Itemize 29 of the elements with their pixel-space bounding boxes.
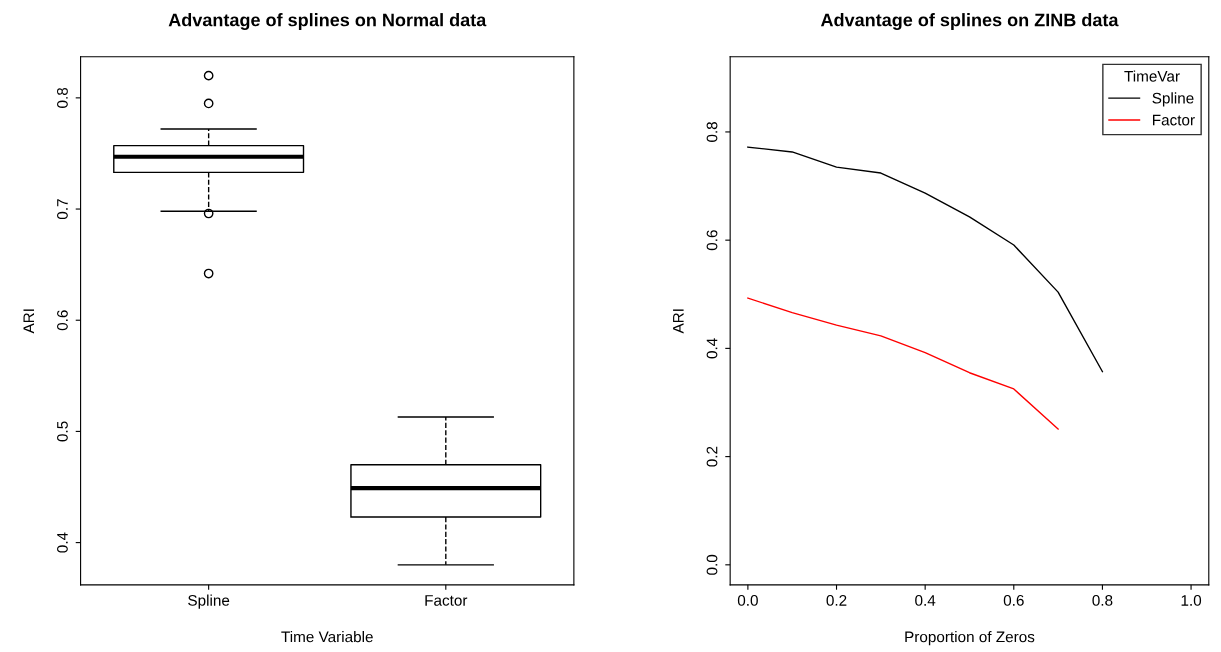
- x-tick-label: 0.4: [915, 594, 936, 606]
- line-series: [747, 146, 1104, 373]
- y-tick-label: 0.4: [57, 532, 68, 553]
- chart-title: Advantage of splines on ZINB data: [820, 13, 1119, 30]
- x-tick-label: 0.2: [826, 594, 847, 606]
- legend-title: TimeVar: [1124, 70, 1180, 82]
- y-tick-label: 0.5: [57, 421, 68, 442]
- y-tick-label: 0.6: [57, 310, 68, 331]
- y-tick-label: 0.0: [706, 554, 718, 575]
- x-axis-title: Proportion of Zeros: [905, 631, 1035, 646]
- x-axis-title: Time Variable: [281, 631, 373, 643]
- y-tick-label: 0.8: [57, 87, 68, 108]
- line-series: [747, 297, 1059, 430]
- x-tick-label: Factor: [425, 595, 468, 606]
- legend-label: Spline: [1152, 92, 1194, 107]
- y-tick-label: 0.8: [706, 121, 718, 142]
- x-tick-label: 0.8: [1092, 594, 1113, 606]
- y-tick-label: 0.4: [706, 338, 718, 359]
- y-tick-label: 0.7: [57, 199, 68, 220]
- x-tick-label: 1.0: [1181, 594, 1202, 606]
- legend-label: Factor: [1153, 114, 1195, 126]
- y-axis-title: ARI: [23, 309, 35, 334]
- x-tick-label: Spline: [188, 594, 230, 609]
- y-tick-label: 0.2: [706, 446, 718, 467]
- x-tick-label: 0.0: [737, 594, 758, 606]
- y-axis-title: ARI: [673, 309, 684, 334]
- chart-title: Advantage of splines on Normal data: [168, 13, 487, 30]
- y-tick-label: 0.6: [706, 230, 718, 251]
- x-tick-label: 0.6: [1003, 594, 1024, 606]
